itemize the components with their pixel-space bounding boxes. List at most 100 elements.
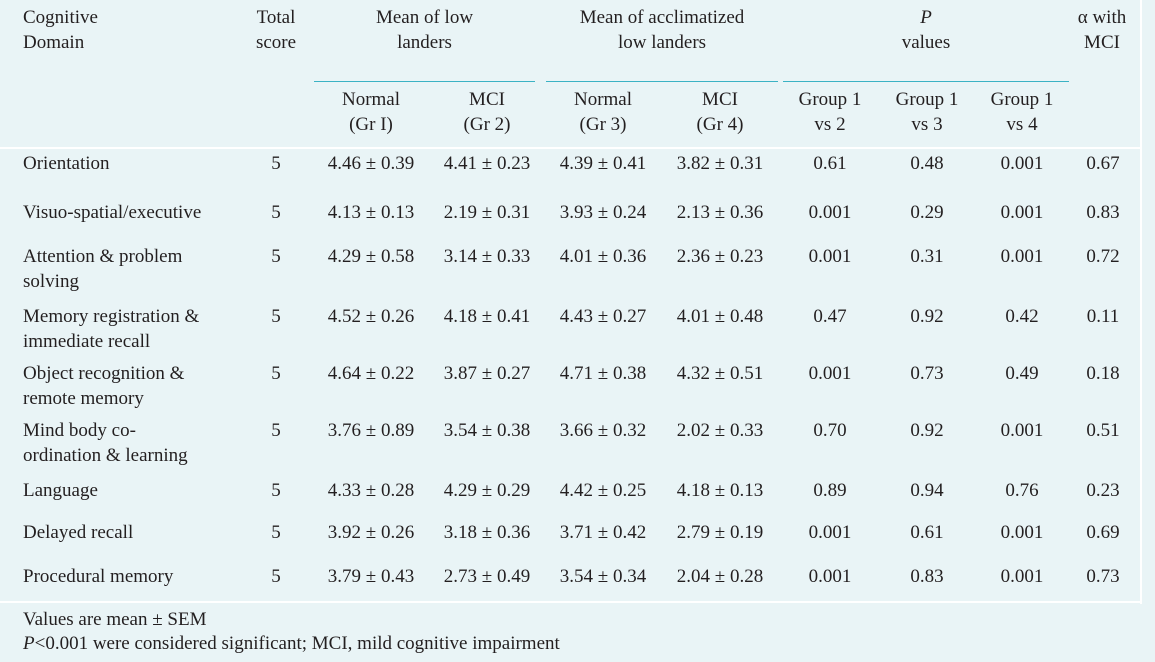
cell-p12: 0.47 — [813, 306, 847, 327]
cell-p12: 0.001 — [808, 522, 852, 543]
cell-gr1: 3.92 ± 0.26 — [327, 522, 415, 543]
cell-p14: 0.001 — [1000, 566, 1044, 587]
cell-p14: 0.76 — [1005, 480, 1039, 501]
cell-gr3: 3.66 ± 0.32 — [559, 420, 647, 441]
cell-p14: 0.49 — [1005, 363, 1039, 384]
cell-p13: 0.31 — [910, 246, 944, 267]
cell-gr1: 4.33 ± 0.28 — [327, 480, 415, 501]
cell-p13: 0.92 — [910, 420, 944, 441]
header-mean-low-landers: Mean of low landers — [375, 7, 474, 53]
cell-total: 5 — [271, 153, 281, 174]
cell-gr3: 3.93 ± 0.24 — [559, 202, 647, 223]
cell-p13: 0.92 — [910, 306, 944, 327]
cell-gr3: 3.71 ± 0.42 — [559, 522, 647, 543]
cell-p13: 0.29 — [910, 202, 944, 223]
cell-total: 5 — [271, 420, 281, 441]
cell-gr1: 4.29 ± 0.58 — [327, 246, 415, 267]
cell-p12: 0.61 — [813, 153, 847, 174]
header-total-score: Total score — [255, 7, 297, 53]
cell-gr4: 2.79 ± 0.19 — [676, 522, 764, 543]
cell-alpha: 0.83 — [1086, 202, 1120, 223]
cell-domain: Memory registration & immediate recall — [23, 306, 200, 352]
cell-domain: Language — [23, 480, 98, 501]
cell-p13: 0.61 — [910, 522, 944, 543]
cell-total: 5 — [271, 246, 281, 267]
cell-gr2: 3.18 ± 0.36 — [443, 522, 531, 543]
cell-alpha: 0.51 — [1086, 420, 1120, 441]
cell-p13: 0.94 — [910, 480, 944, 501]
cell-domain: Orientation — [23, 153, 110, 174]
header-alpha-with-mci: α with MCI — [1077, 7, 1127, 53]
subheader-gr2: MCI (Gr 2) — [463, 89, 511, 135]
cell-alpha: 0.73 — [1086, 566, 1120, 587]
subheader-p12: Group 1 vs 2 — [798, 89, 862, 135]
cell-domain: Attention & problem solving — [23, 246, 183, 292]
cell-gr4: 3.82 ± 0.31 — [676, 153, 764, 174]
cell-gr4: 2.02 ± 0.33 — [676, 420, 764, 441]
cell-gr1: 4.46 ± 0.39 — [327, 153, 415, 174]
cell-p13: 0.83 — [910, 566, 944, 587]
cell-p12: 0.001 — [808, 246, 852, 267]
cell-alpha: 0.72 — [1086, 246, 1120, 267]
cell-total: 5 — [271, 306, 281, 327]
cell-p12: 0.001 — [808, 202, 852, 223]
cell-gr1: 4.64 ± 0.22 — [327, 363, 415, 384]
cell-domain: Delayed recall — [23, 522, 134, 543]
cell-total: 5 — [271, 480, 281, 501]
cell-gr3: 4.43 ± 0.27 — [559, 306, 647, 327]
cell-alpha: 0.69 — [1086, 522, 1120, 543]
footnote-significance: P<0.001 were considered significant; MCI… — [23, 633, 560, 654]
right-border — [1140, 0, 1142, 604]
cell-gr2: 3.14 ± 0.33 — [443, 246, 531, 267]
cell-domain: Mind body co-ordination & learning — [23, 420, 188, 466]
header-mean-acclimatized: Mean of acclimatized low landers — [579, 7, 745, 53]
cell-domain: Procedural memory — [23, 566, 174, 587]
cell-gr4: 2.04 ± 0.28 — [676, 566, 764, 587]
footnote-mean-sem: Values are mean ± SEM — [23, 609, 207, 630]
header-cognitive-domain: Cognitive Domain — [23, 7, 98, 53]
cell-alpha: 0.23 — [1086, 480, 1120, 501]
cell-gr2: 2.73 ± 0.49 — [443, 566, 531, 587]
cell-gr3: 4.01 ± 0.36 — [559, 246, 647, 267]
cell-gr4: 2.13 ± 0.36 — [676, 202, 764, 223]
cell-total: 5 — [271, 363, 281, 384]
table-bottom-rule — [0, 601, 1140, 603]
subheader-gr1: Normal (Gr I) — [341, 89, 401, 135]
cell-alpha: 0.67 — [1086, 153, 1120, 174]
cell-alpha: 0.18 — [1086, 363, 1120, 384]
cell-gr1: 3.76 ± 0.89 — [327, 420, 415, 441]
cell-total: 5 — [271, 566, 281, 587]
subheader-p14: Group 1 vs 4 — [990, 89, 1054, 135]
cell-gr3: 4.39 ± 0.41 — [559, 153, 647, 174]
cell-total: 5 — [271, 202, 281, 223]
cell-gr2: 4.41 ± 0.23 — [443, 153, 531, 174]
subheader-gr4: MCI (Gr 4) — [696, 89, 744, 135]
cell-total: 5 — [271, 522, 281, 543]
cell-p14: 0.001 — [1000, 202, 1044, 223]
cell-gr3: 3.54 ± 0.34 — [559, 566, 647, 587]
cell-p13: 0.73 — [910, 363, 944, 384]
subheader-p13: Group 1 vs 3 — [895, 89, 959, 135]
cell-gr4: 2.36 ± 0.23 — [676, 246, 764, 267]
cell-gr2: 3.54 ± 0.38 — [443, 420, 531, 441]
cell-p13: 0.48 — [910, 153, 944, 174]
cell-p14: 0.001 — [1000, 522, 1044, 543]
cell-gr3: 4.42 ± 0.25 — [559, 480, 647, 501]
cell-gr2: 4.29 ± 0.29 — [443, 480, 531, 501]
cell-gr1: 4.13 ± 0.13 — [327, 202, 415, 223]
header-bottom-rule — [0, 147, 1140, 149]
cell-p12: 0.001 — [808, 566, 852, 587]
cell-p12: 0.89 — [813, 480, 847, 501]
cell-gr4: 4.01 ± 0.48 — [676, 306, 764, 327]
cell-p14: 0.001 — [1000, 246, 1044, 267]
cell-domain: Visuo-spatial/executive — [23, 202, 202, 223]
cell-domain: Object recognition & remote memory — [23, 363, 185, 409]
cell-p14: 0.001 — [1000, 153, 1044, 174]
cell-p14: 0.001 — [1000, 420, 1044, 441]
cell-gr4: 4.18 ± 0.13 — [676, 480, 764, 501]
subheader-gr3: Normal (Gr 3) — [573, 89, 633, 135]
group-rule-p-values — [783, 81, 1069, 82]
cell-gr2: 4.18 ± 0.41 — [443, 306, 531, 327]
cell-p14: 0.42 — [1005, 306, 1039, 327]
